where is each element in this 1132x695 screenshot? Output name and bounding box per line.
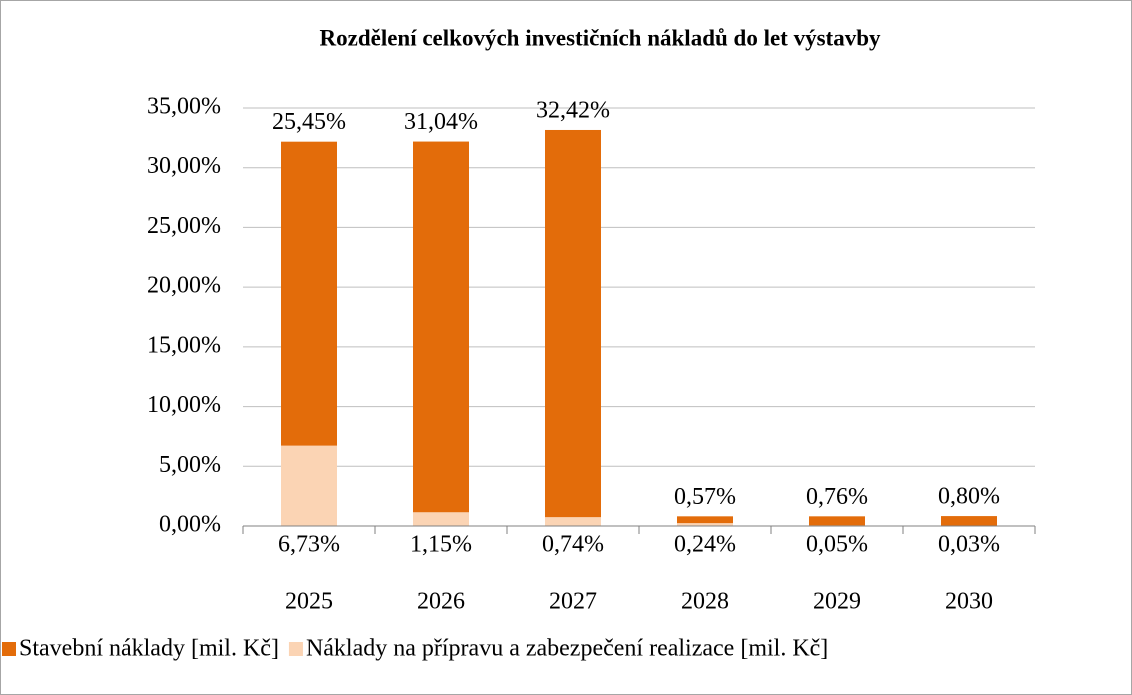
legend-swatch — [2, 642, 16, 656]
bar-segment — [545, 129, 601, 518]
x-tick-label: 2026 — [417, 589, 465, 615]
bar-segment — [281, 445, 337, 526]
data-label: 0,03% — [938, 532, 1000, 558]
data-label: 6,73% — [278, 532, 340, 558]
data-label: 0,74% — [542, 532, 604, 558]
y-tick-label: 20,00% — [147, 273, 221, 299]
x-tick-label: 2027 — [549, 589, 597, 615]
y-tick-label: 10,00% — [147, 392, 221, 418]
data-label: 0,57% — [674, 484, 736, 510]
x-tick-label: 2029 — [813, 589, 861, 615]
data-label: 32,42% — [536, 97, 610, 123]
data-label: 1,15% — [410, 532, 472, 558]
bar-segment — [413, 512, 469, 526]
bar-segment — [677, 516, 733, 524]
y-tick-label: 25,00% — [147, 213, 221, 239]
bar-segment — [545, 517, 601, 526]
bar-segment — [677, 523, 733, 526]
bar-segment — [809, 516, 865, 526]
bar-segment — [281, 141, 337, 446]
x-tick-label: 2028 — [681, 589, 729, 615]
legend-label: Stavební náklady [mil. Kč] — [19, 636, 279, 662]
data-label: 0,24% — [674, 532, 736, 558]
legend-label: Náklady na přípravu a zabezpečení realiz… — [306, 636, 828, 662]
data-label: 25,45% — [272, 109, 346, 135]
y-tick-label: 35,00% — [147, 94, 221, 120]
bar-segment — [941, 516, 997, 526]
data-label: 0,05% — [806, 532, 868, 558]
data-label: 0,80% — [938, 484, 1000, 510]
x-tick-label: 2030 — [945, 589, 993, 615]
y-tick-label: 30,00% — [147, 153, 221, 179]
y-tick-label: 15,00% — [147, 332, 221, 358]
chart-title: Rozdělení celkových investičních nákladů… — [320, 25, 881, 50]
y-tick-label: 5,00% — [159, 452, 221, 478]
x-tick-label: 2025 — [285, 589, 333, 615]
y-tick-label: 0,00% — [159, 512, 221, 538]
bar-segment — [413, 141, 469, 513]
data-label: 0,76% — [806, 484, 868, 510]
legend-swatch — [288, 642, 303, 656]
data-label: 31,04% — [404, 109, 478, 135]
